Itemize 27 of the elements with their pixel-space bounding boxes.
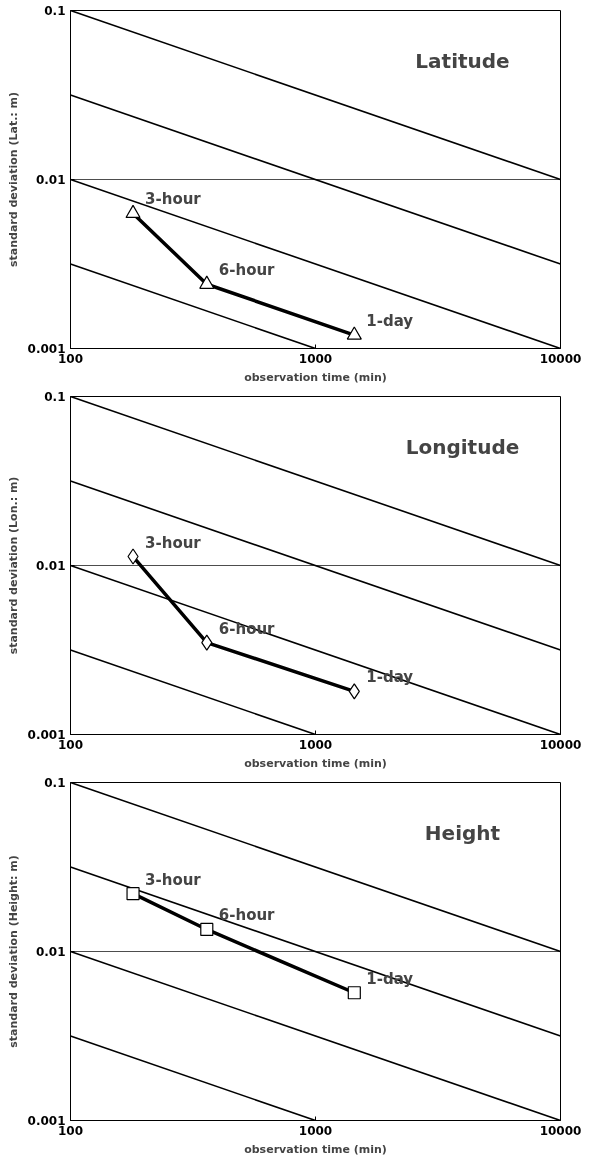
annotation: 3-hour (145, 533, 202, 552)
y-tick-label: 0.01 (35, 559, 66, 573)
y-tick-label: 0.1 (44, 390, 66, 404)
y-axis-title: standard deviation (Lon.: m) (6, 476, 20, 655)
text: Latitude (415, 49, 510, 74)
text: Longitude (405, 435, 520, 460)
y-tick-label: 0.01 (35, 945, 66, 959)
x-tick-label: 10000 (539, 737, 582, 752)
x-tick-label: 1000 (298, 1123, 333, 1138)
x-axis-title: observation time (min) (244, 1142, 387, 1156)
x-axis-title: observation time (min) (244, 756, 387, 770)
y-tick-label: 0.1 (44, 776, 66, 790)
annotation: 3-hour (145, 870, 202, 889)
x-tick-label: 1000 (298, 351, 333, 366)
x-tick-label: 10000 (539, 1123, 582, 1138)
x-axis-title: observation time (min) (244, 370, 387, 384)
x-tick-label: 1000 (298, 737, 333, 752)
y-axis-title: standard deviation (Height: m) (6, 855, 20, 1048)
annotation: 3-hour (145, 190, 202, 209)
y-axis-title: standard deviation (Lat.: m) (6, 91, 20, 268)
text: Height (424, 821, 501, 846)
annotation: 1-day (366, 312, 414, 331)
x-tick-label: 10000 (539, 351, 582, 366)
annotation: 6-hour (218, 906, 276, 925)
y-tick-label: 0.1 (44, 4, 66, 18)
y-tick-label: 0.01 (35, 173, 66, 187)
annotation: 6-hour (218, 261, 276, 280)
